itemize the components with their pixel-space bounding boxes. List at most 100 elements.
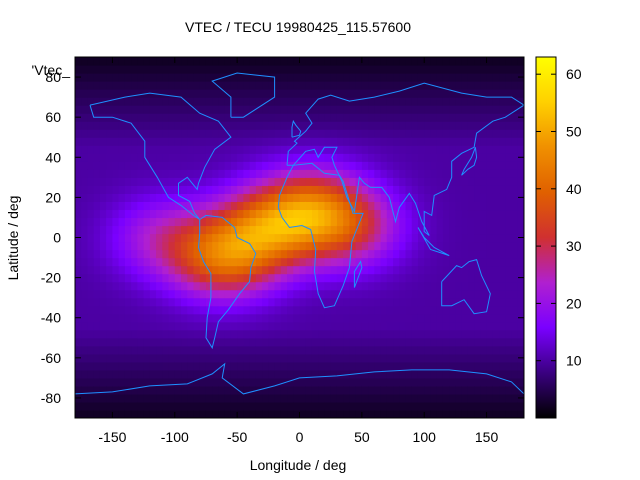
heatmap-cell [411, 369, 419, 379]
heatmap-cell [455, 81, 463, 90]
heatmap-cell [274, 313, 282, 323]
heatmap-cell [393, 129, 400, 138]
heatmap-cell [311, 385, 319, 395]
heatmap-cell [511, 137, 519, 146]
heatmap-cell [287, 337, 294, 347]
heatmap-cell [218, 249, 226, 259]
heatmap-cell [455, 161, 463, 170]
heatmap-cell [374, 169, 382, 178]
heatmap-cell [368, 265, 375, 275]
heatmap-cell [311, 265, 319, 275]
heatmap-cell [499, 201, 506, 211]
heatmap-cell [480, 377, 488, 387]
heatmap-cell [99, 385, 107, 395]
heatmap-cell [461, 105, 469, 114]
heatmap-cell [424, 177, 432, 186]
heatmap-cell [124, 121, 132, 130]
heatmap-cell [311, 193, 319, 202]
heatmap-cell [274, 353, 282, 363]
heatmap-cell [237, 201, 244, 211]
heatmap-cell [131, 273, 138, 283]
heatmap-cell [274, 105, 282, 114]
heatmap-cell [218, 353, 226, 363]
heatmap-cell [318, 185, 326, 194]
heatmap-cell [174, 81, 182, 90]
heatmap-cell [181, 209, 188, 219]
heatmap-cell [199, 297, 207, 307]
heatmap-cell [124, 129, 132, 138]
heatmap-cell [486, 145, 494, 154]
heatmap-cell [106, 129, 114, 138]
heatmap-cell [480, 249, 488, 259]
heatmap-cell [411, 321, 419, 331]
heatmap-cell [505, 393, 513, 403]
heatmap-cell [112, 409, 120, 418]
heatmap-cell [118, 225, 126, 235]
heatmap-cell [368, 161, 375, 170]
heatmap-cell [405, 65, 413, 74]
heatmap-cell [393, 161, 400, 170]
heatmap-cell [230, 353, 238, 363]
heatmap-cell [218, 177, 226, 186]
heatmap-cell [455, 385, 463, 395]
heatmap-cell [355, 329, 363, 339]
heatmap-cell [430, 113, 438, 122]
heatmap-cell [187, 57, 195, 66]
heatmap-cell [93, 201, 101, 211]
heatmap-cell [75, 201, 82, 211]
heatmap-cell [287, 129, 294, 138]
heatmap-cell [162, 265, 170, 275]
heatmap-cell [293, 337, 301, 347]
heatmap-cell [380, 193, 388, 202]
heatmap-cell [112, 289, 120, 299]
heatmap-cell [424, 409, 432, 418]
heatmap-cell [280, 177, 288, 186]
heatmap-cell [299, 393, 307, 403]
heatmap-cell [218, 225, 226, 235]
heatmap-cell [243, 329, 251, 339]
heatmap-cell [212, 193, 220, 202]
heatmap-cell [224, 57, 232, 66]
heatmap-cell [374, 297, 382, 307]
heatmap-cell [330, 257, 338, 267]
heatmap-cell [93, 297, 101, 307]
heatmap-cell [287, 409, 294, 418]
heatmap-cell [430, 89, 438, 98]
heatmap-cell [424, 361, 432, 371]
heatmap-cell [474, 369, 481, 379]
heatmap-cell [461, 145, 469, 154]
heatmap-cell [399, 369, 407, 379]
heatmap-cell [131, 129, 138, 138]
heatmap-cell [343, 297, 350, 307]
heatmap-cell [405, 233, 413, 243]
heatmap-cell [336, 297, 344, 307]
heatmap-cell [137, 337, 145, 347]
heatmap-cell [81, 169, 89, 178]
heatmap-cell [374, 209, 382, 219]
heatmap-cell [230, 89, 238, 98]
heatmap-cell [280, 225, 288, 235]
heatmap-cell [455, 241, 463, 251]
heatmap-cell [486, 393, 494, 403]
heatmap-cell [181, 409, 188, 418]
heatmap-cell [237, 153, 244, 162]
heatmap-cell [174, 233, 182, 243]
heatmap-cell [324, 209, 332, 219]
heatmap-cell [449, 161, 457, 170]
heatmap-cell [149, 297, 157, 307]
heatmap-cell [511, 209, 519, 219]
heatmap-cell [492, 305, 500, 315]
heatmap-cell [143, 361, 151, 371]
heatmap-cell [380, 329, 388, 339]
heatmap-cell [499, 193, 506, 202]
heatmap-cell [467, 257, 475, 267]
heatmap-cell [336, 129, 344, 138]
heatmap-cell [168, 337, 176, 347]
heatmap-cell [287, 401, 294, 411]
heatmap-cell [181, 257, 188, 267]
heatmap-cell [436, 209, 444, 219]
heatmap-cell [293, 73, 301, 82]
heatmap-cell [343, 57, 350, 66]
heatmap-cell [417, 137, 425, 146]
heatmap-cell [187, 169, 195, 178]
